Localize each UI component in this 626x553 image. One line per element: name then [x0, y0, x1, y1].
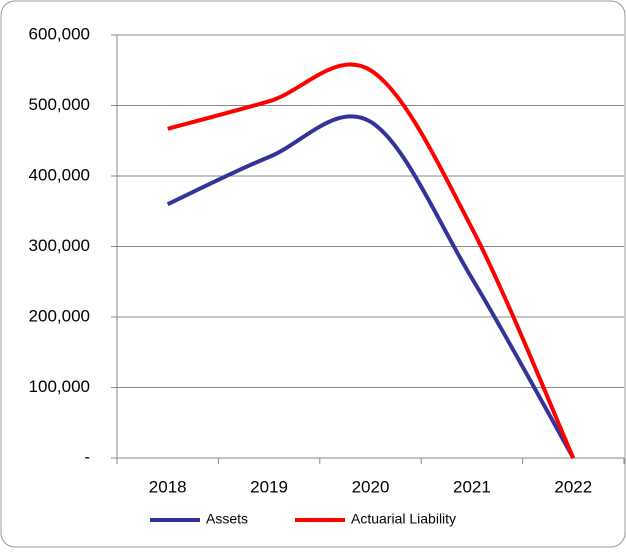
series-line [166, 114, 576, 459]
y-tick-label: 300,000 [29, 236, 90, 255]
y-tick-label: - [84, 447, 90, 466]
series-line [167, 62, 576, 459]
y-tick-label: 100,000 [29, 377, 90, 396]
legend-label: Assets [206, 511, 248, 527]
legend-label: Actuarial Liability [351, 511, 456, 527]
x-tick-label: 2020 [352, 477, 390, 496]
x-tick-label: 2021 [453, 477, 491, 496]
y-tick-label: 400,000 [29, 165, 90, 184]
legend: Assets Actuarial Liability [150, 511, 456, 527]
y-tick-label: 600,000 [29, 24, 90, 43]
y-tick-label: 200,000 [29, 306, 90, 325]
x-tick-label: 2022 [554, 477, 592, 496]
x-tick-label: 2019 [250, 477, 288, 496]
x-tick-label: 2018 [149, 477, 187, 496]
y-tick-label: 500,000 [29, 95, 90, 114]
